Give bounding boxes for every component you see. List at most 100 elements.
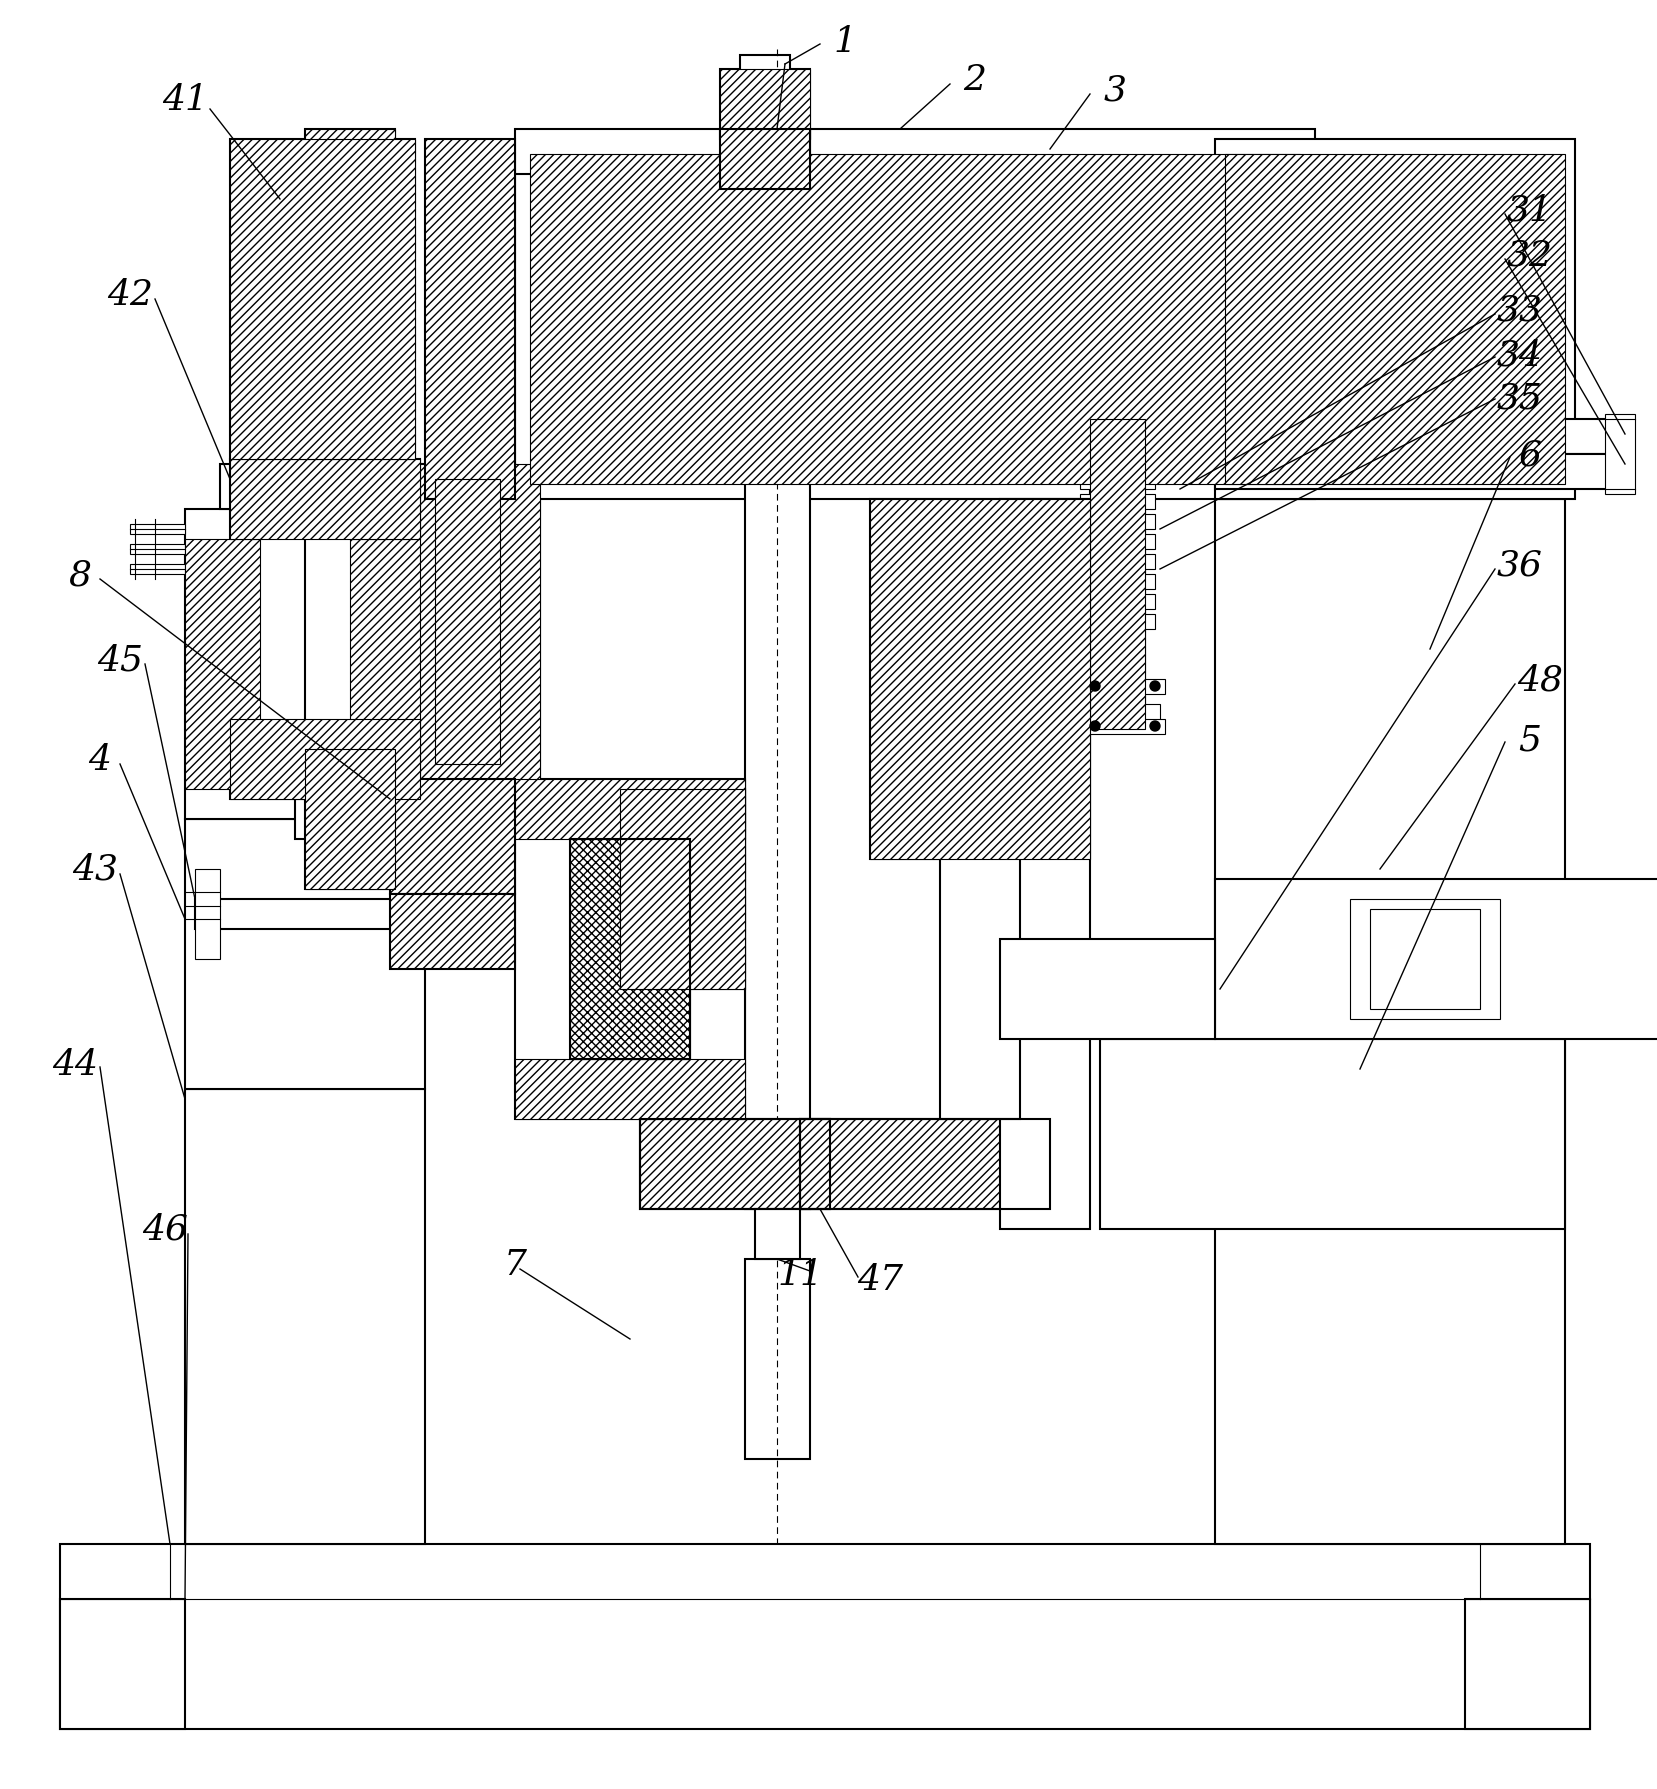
Text: 31: 31 — [1506, 193, 1553, 227]
Text: 7: 7 — [504, 1247, 527, 1281]
Text: 33: 33 — [1496, 293, 1543, 327]
Bar — [186, 510, 424, 819]
Bar — [186, 819, 424, 1090]
Bar — [230, 460, 419, 540]
Bar — [1079, 435, 1155, 449]
Bar — [1079, 615, 1155, 630]
Bar — [570, 839, 689, 1059]
Bar — [1215, 140, 1574, 499]
Bar — [515, 140, 1314, 499]
Bar — [1084, 719, 1165, 735]
Bar — [999, 939, 1215, 1039]
Text: 32: 32 — [1506, 238, 1553, 272]
Bar — [515, 131, 1314, 175]
Bar — [870, 499, 1089, 859]
Bar — [60, 1544, 1589, 1728]
Bar — [295, 460, 330, 839]
Bar — [1079, 454, 1155, 471]
Text: 6: 6 — [1518, 438, 1541, 472]
Bar — [424, 140, 515, 499]
Bar — [1225, 156, 1564, 485]
Text: 36: 36 — [1496, 547, 1543, 581]
Bar — [230, 140, 414, 460]
Bar — [620, 789, 744, 989]
Text: 42: 42 — [108, 277, 152, 311]
Bar — [305, 750, 394, 889]
Bar — [1079, 515, 1155, 530]
Text: 47: 47 — [857, 1263, 903, 1297]
Text: 5: 5 — [1518, 723, 1541, 757]
Bar — [350, 540, 424, 789]
Text: 44: 44 — [51, 1047, 98, 1081]
Bar — [1079, 496, 1155, 510]
Bar — [1079, 535, 1155, 549]
Bar — [186, 1090, 424, 1544]
Bar — [640, 1120, 830, 1209]
Bar — [1099, 1039, 1564, 1229]
Bar — [800, 1120, 1049, 1209]
Bar — [1089, 420, 1145, 730]
Bar — [389, 894, 515, 970]
Bar — [1079, 594, 1155, 610]
Text: 35: 35 — [1496, 381, 1543, 415]
Bar — [129, 544, 186, 555]
Bar — [719, 70, 810, 140]
Text: 34: 34 — [1496, 338, 1543, 372]
Bar — [129, 524, 186, 535]
Bar — [999, 499, 1089, 1229]
Bar — [1369, 909, 1480, 1009]
Bar — [1215, 880, 1657, 1039]
Bar — [419, 465, 515, 780]
Bar — [230, 460, 419, 800]
Bar — [186, 540, 260, 789]
Text: 46: 46 — [143, 1213, 187, 1247]
Bar — [230, 140, 414, 460]
Bar — [744, 1259, 810, 1460]
Circle shape — [1150, 721, 1160, 732]
Bar — [515, 780, 744, 839]
Bar — [1349, 900, 1500, 1020]
Bar — [305, 131, 394, 229]
Text: 48: 48 — [1516, 662, 1563, 696]
Bar — [620, 789, 744, 989]
Circle shape — [1089, 721, 1099, 732]
Bar — [800, 1120, 1049, 1209]
Bar — [1069, 415, 1160, 440]
Bar — [389, 780, 515, 894]
Circle shape — [1150, 682, 1160, 692]
Bar — [1215, 454, 1629, 490]
Bar — [260, 540, 350, 789]
Bar — [1465, 1599, 1589, 1728]
Circle shape — [1089, 682, 1099, 692]
Bar — [434, 479, 500, 764]
Text: 2: 2 — [963, 63, 986, 97]
Bar — [1069, 705, 1160, 730]
Bar — [640, 1120, 830, 1209]
Text: 45: 45 — [98, 642, 143, 676]
Bar — [515, 780, 744, 1120]
Bar — [305, 131, 394, 889]
Text: 43: 43 — [71, 853, 118, 887]
Bar — [515, 1059, 744, 1120]
Bar — [220, 465, 404, 510]
Bar — [419, 465, 540, 805]
Text: 11: 11 — [777, 1258, 822, 1292]
Bar — [1084, 680, 1165, 694]
Bar — [940, 780, 1019, 1120]
Bar — [230, 719, 419, 800]
Bar — [530, 156, 1299, 485]
Bar — [870, 499, 1089, 859]
Bar — [719, 70, 810, 140]
Bar — [719, 131, 810, 190]
Bar — [1089, 420, 1145, 730]
Text: 8: 8 — [68, 558, 91, 592]
Bar — [129, 565, 186, 574]
Text: 3: 3 — [1104, 73, 1125, 107]
Bar — [1215, 420, 1629, 454]
Bar — [1604, 415, 1634, 496]
Bar — [60, 1599, 186, 1728]
Bar — [196, 900, 515, 930]
Bar — [1079, 474, 1155, 490]
Bar — [739, 55, 789, 75]
Text: 4: 4 — [88, 742, 111, 776]
